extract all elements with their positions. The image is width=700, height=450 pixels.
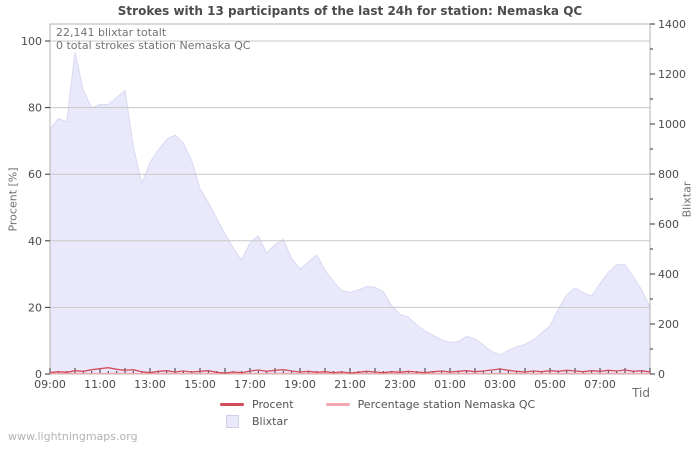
svg-text:0: 0 xyxy=(658,368,665,381)
svg-text:20: 20 xyxy=(28,301,42,314)
svg-text:19:00: 19:00 xyxy=(284,378,316,391)
legend-item-procent: Procent xyxy=(220,398,294,411)
svg-text:13:00: 13:00 xyxy=(134,378,166,391)
svg-text:03:00: 03:00 xyxy=(484,378,516,391)
svg-text:15:00: 15:00 xyxy=(184,378,216,391)
svg-text:07:00: 07:00 xyxy=(584,378,616,391)
y-axis-label-left: Procent [%] xyxy=(6,167,20,232)
svg-text:0: 0 xyxy=(35,368,42,381)
legend-label-station-percentage: Percentage station Nemaska QC xyxy=(357,398,536,411)
y-axis-label-right: Blixtar xyxy=(680,181,694,218)
svg-text:23:00: 23:00 xyxy=(384,378,416,391)
svg-text:100: 100 xyxy=(21,35,42,48)
svg-text:1200: 1200 xyxy=(658,68,686,81)
chart-title: Strokes with 13 participants of the last… xyxy=(117,4,583,18)
blixtar-area-swatch xyxy=(220,415,244,428)
svg-text:1400: 1400 xyxy=(658,18,686,31)
svg-text:60: 60 xyxy=(28,168,42,181)
total-strokes-annotation: 22,141 blixtar totalt xyxy=(56,26,167,39)
svg-text:21:00: 21:00 xyxy=(334,378,366,391)
svg-text:01:00: 01:00 xyxy=(434,378,466,391)
legend-label-blixtar: Blixtar xyxy=(252,415,288,428)
svg-text:11:00: 11:00 xyxy=(84,378,116,391)
station-percentage-line-swatch xyxy=(325,403,350,406)
svg-text:800: 800 xyxy=(658,168,679,181)
svg-text:40: 40 xyxy=(28,235,42,248)
svg-text:1000: 1000 xyxy=(658,118,686,131)
legend-label-procent: Procent xyxy=(252,398,294,411)
svg-text:400: 400 xyxy=(658,268,679,281)
station-strokes-annotation: 0 total strokes station Nemaska QC xyxy=(56,39,251,52)
x-axis-label: Tid xyxy=(632,386,650,400)
chart-legend: Procent Percentage station Nemaska QC Bl… xyxy=(220,396,535,430)
svg-text:200: 200 xyxy=(658,318,679,331)
svg-text:80: 80 xyxy=(28,102,42,115)
legend-item-station-percentage: Percentage station Nemaska QC xyxy=(325,398,536,411)
legend-item-blixtar: Blixtar xyxy=(220,415,288,428)
svg-text:17:00: 17:00 xyxy=(234,378,266,391)
watermark: www.lightningmaps.org xyxy=(8,430,138,443)
svg-text:600: 600 xyxy=(658,218,679,231)
svg-text:09:00: 09:00 xyxy=(34,378,66,391)
procent-line-swatch xyxy=(220,403,244,406)
svg-text:05:00: 05:00 xyxy=(534,378,566,391)
